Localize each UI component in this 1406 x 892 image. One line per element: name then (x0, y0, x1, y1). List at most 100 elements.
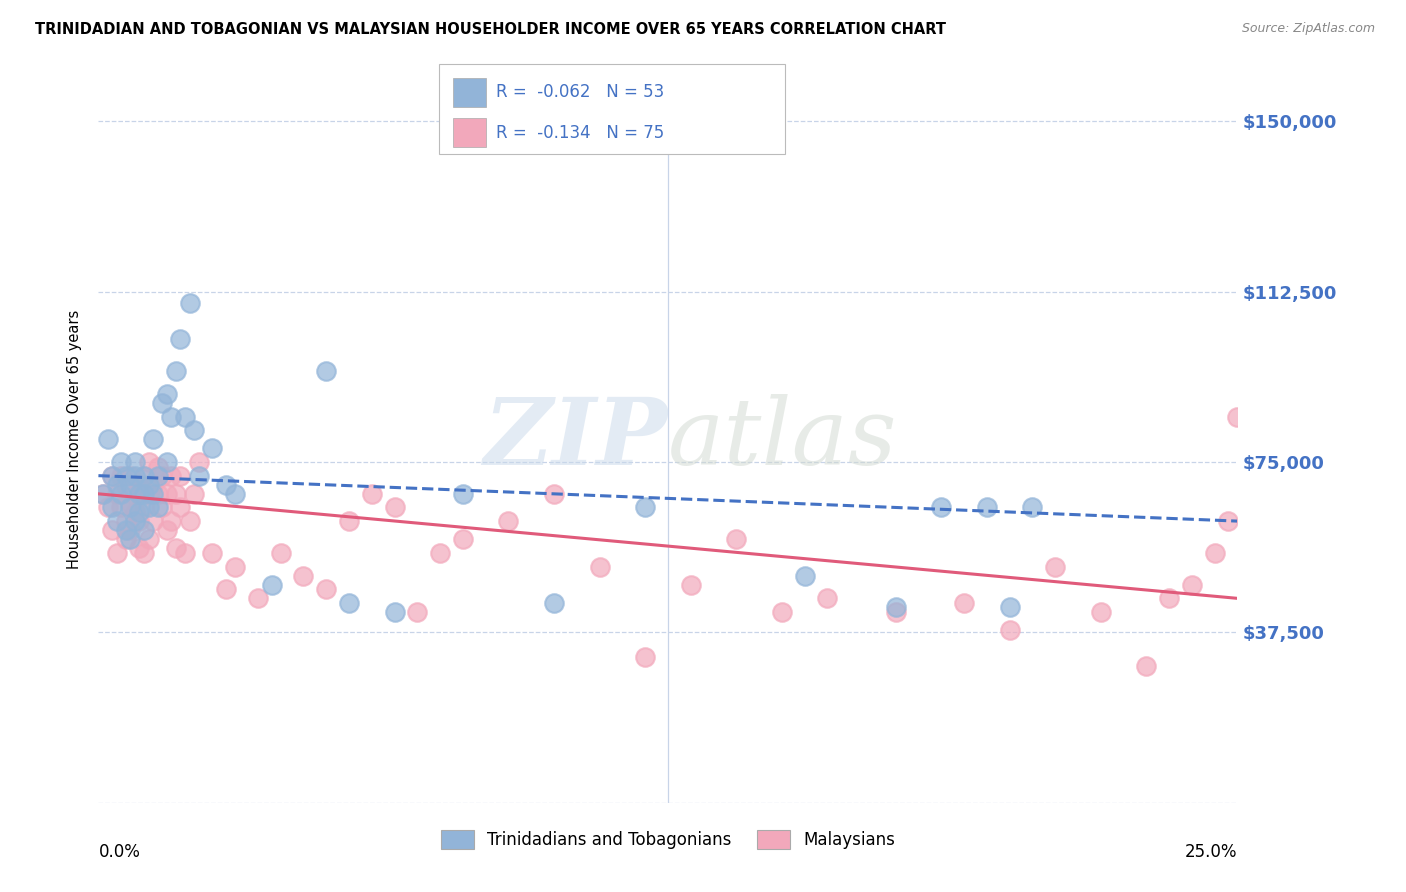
Point (884, 600, 907, 615)
Point (128, 541, 150, 556)
Point (142, 487, 165, 501)
Point (138, 487, 160, 501)
Point (1090, 605, 1112, 619)
Point (165, 487, 187, 501)
Point (128, 477, 150, 491)
Point (1043, 559, 1066, 574)
Point (142, 432, 165, 446)
Point (128, 514, 150, 528)
Point (110, 500, 132, 515)
Point (150, 500, 173, 515)
Point (543, 596, 565, 610)
Point (634, 650, 657, 665)
Point (588, 559, 610, 574)
Point (91, 487, 114, 501)
Point (169, 500, 191, 515)
Point (91, 487, 114, 501)
Point (120, 523, 142, 537)
Point (101, 523, 124, 537)
Text: TRINIDADIAN AND TOBAGONIAN VS MALAYSIAN HOUSEHOLDER INCOME OVER 65 YEARS CORRELA: TRINIDADIAN AND TOBAGONIAN VS MALAYSIAN … (35, 22, 946, 37)
Point (105, 514, 128, 528)
Point (120, 533, 142, 547)
Point (105, 546, 128, 560)
Point (128, 487, 150, 501)
Point (138, 533, 160, 547)
Point (1226, 409, 1249, 424)
Point (96, 500, 118, 515)
Point (132, 500, 155, 515)
Y-axis label: Householder Income Over 65 years: Householder Income Over 65 years (67, 310, 83, 569)
Point (815, 591, 838, 606)
Point (132, 468, 155, 483)
Point (114, 514, 136, 528)
Point (120, 496, 142, 510)
Point (132, 487, 155, 501)
Point (110, 455, 132, 469)
Point (224, 559, 246, 574)
Point (1135, 659, 1157, 673)
Point (953, 596, 976, 610)
Point (138, 455, 160, 469)
Point (315, 364, 337, 378)
Point (201, 442, 224, 456)
Point (634, 500, 657, 515)
Point (929, 500, 952, 515)
Point (1157, 591, 1180, 606)
Point (725, 533, 748, 547)
Point (1218, 514, 1240, 528)
Point (884, 605, 907, 619)
Point (215, 582, 238, 597)
Point (179, 514, 201, 528)
Point (156, 487, 179, 501)
Point (315, 582, 337, 597)
Point (169, 332, 191, 346)
Point (146, 468, 169, 483)
Text: R =  -0.062   N = 53: R = -0.062 N = 53 (496, 83, 665, 102)
Point (793, 568, 815, 582)
Point (201, 546, 224, 560)
Point (105, 487, 128, 501)
Point (124, 468, 146, 483)
Point (179, 296, 201, 310)
Point (132, 523, 155, 537)
Point (114, 468, 136, 483)
Point (124, 505, 146, 519)
Point (384, 500, 406, 515)
Point (429, 546, 451, 560)
Point (187, 455, 209, 469)
Point (120, 468, 142, 483)
Point (160, 409, 183, 424)
Point (110, 468, 132, 483)
Point (142, 514, 165, 528)
Point (406, 605, 429, 619)
Point (976, 500, 998, 515)
Point (215, 477, 238, 491)
Legend: Trinidadians and Tobagonians, Malaysians: Trinidadians and Tobagonians, Malaysians (440, 830, 896, 849)
Point (110, 487, 132, 501)
Point (124, 455, 146, 469)
Point (156, 455, 179, 469)
Point (183, 423, 205, 437)
Text: atlas: atlas (668, 394, 897, 484)
Point (150, 396, 173, 410)
Point (543, 487, 565, 501)
Point (101, 500, 124, 515)
Point (124, 514, 146, 528)
Text: 0.0%: 0.0% (98, 843, 141, 861)
Point (156, 387, 179, 401)
Point (142, 477, 165, 491)
Point (1204, 546, 1226, 560)
Point (128, 505, 150, 519)
Point (174, 409, 197, 424)
Text: R =  -0.134   N = 75: R = -0.134 N = 75 (496, 124, 665, 142)
Point (260, 578, 283, 592)
Point (770, 605, 793, 619)
Text: Source: ZipAtlas.com: Source: ZipAtlas.com (1241, 22, 1375, 36)
Point (146, 459, 169, 474)
Point (165, 541, 187, 556)
Point (124, 487, 146, 501)
Point (998, 600, 1021, 615)
Point (1021, 500, 1043, 515)
Point (132, 468, 155, 483)
Point (101, 468, 124, 483)
